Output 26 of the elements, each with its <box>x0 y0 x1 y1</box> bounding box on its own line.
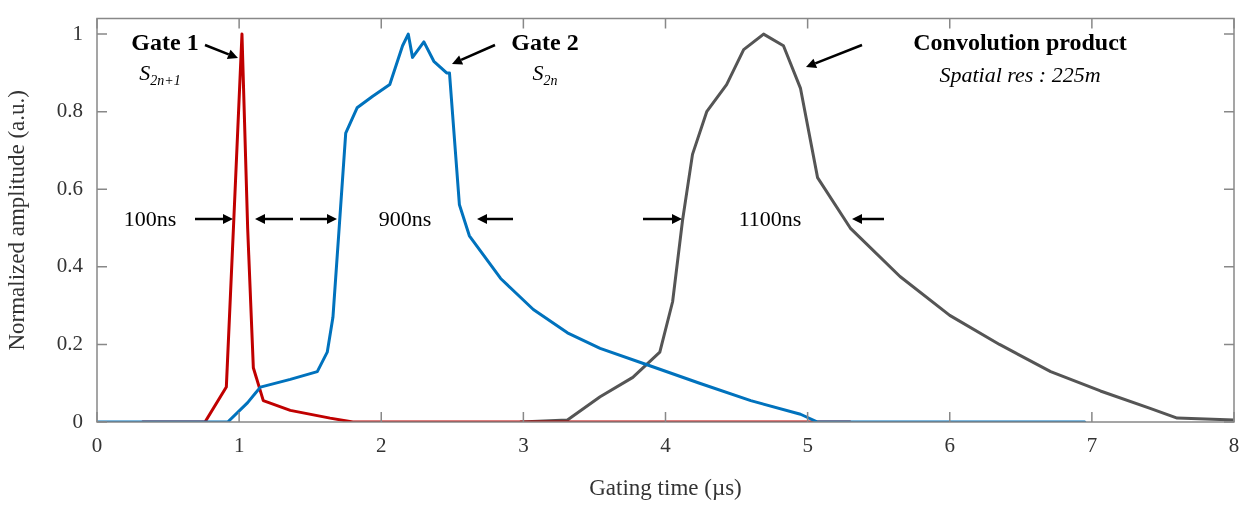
y-tick-label: 0.4 <box>56 253 84 278</box>
annotation: Gate 1 <box>131 29 199 55</box>
y-tick-label: 0.8 <box>56 98 83 123</box>
annotation: 1100ns <box>738 206 802 231</box>
y-tick-label: 1 <box>72 20 83 45</box>
x-axis-title: Gating time (µs) <box>589 475 742 501</box>
x-tick-label: 0 <box>91 433 103 458</box>
annotation: Gate 2 <box>511 29 579 55</box>
annotation: S$_{2n+1}$ <box>139 59 181 89</box>
annotation: S$_{2n}$ <box>532 59 558 89</box>
annotation: 900ns <box>378 206 432 231</box>
x-tick-label: 5 <box>802 433 813 458</box>
annotation: 100ns <box>123 206 177 231</box>
annotation: Convolution product <box>913 29 1127 55</box>
x-tick-label: 4 <box>660 433 672 458</box>
y-tick-label: 0.2 <box>56 330 83 355</box>
y-tick-label: 0 <box>72 408 83 433</box>
annotation: Spatial res : 225m <box>939 62 1101 87</box>
x-tick-label: 3 <box>518 433 529 458</box>
y-axis-title: Normalized amplitude (a.u.) <box>3 90 29 351</box>
x-tick-label: 8 <box>1228 433 1240 458</box>
x-tick-label: 1 <box>233 433 245 458</box>
x-tick-label: 7 <box>1086 433 1098 458</box>
y-tick-label: 0.6 <box>56 175 83 200</box>
x-tick-label: 6 <box>944 433 955 458</box>
x-tick-label: 2 <box>376 433 387 458</box>
